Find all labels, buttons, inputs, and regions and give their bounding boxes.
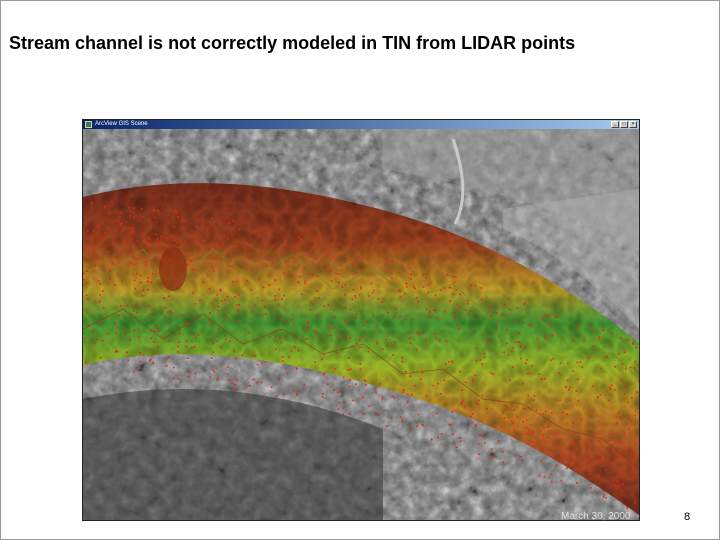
footer-date: March 30, 2000 [561, 511, 631, 522]
maximize-button[interactable]: □ [620, 121, 628, 128]
scene-window[interactable]: ArcView GIS Scene _ □ × [83, 120, 639, 520]
minimize-button[interactable]: _ [611, 121, 619, 128]
app-icon [85, 121, 92, 128]
window-titlebar[interactable]: ArcView GIS Scene _ □ × [83, 120, 639, 129]
window-title: ArcView GIS Scene [95, 121, 148, 127]
lidar-points [83, 201, 639, 509]
window-controls: _ □ × [611, 121, 637, 128]
close-button[interactable]: × [629, 121, 637, 128]
slide-title: Stream channel is not correctly modeled … [9, 33, 576, 53]
page-number: 8 [684, 511, 691, 523]
scene-viewport[interactable] [83, 129, 639, 520]
